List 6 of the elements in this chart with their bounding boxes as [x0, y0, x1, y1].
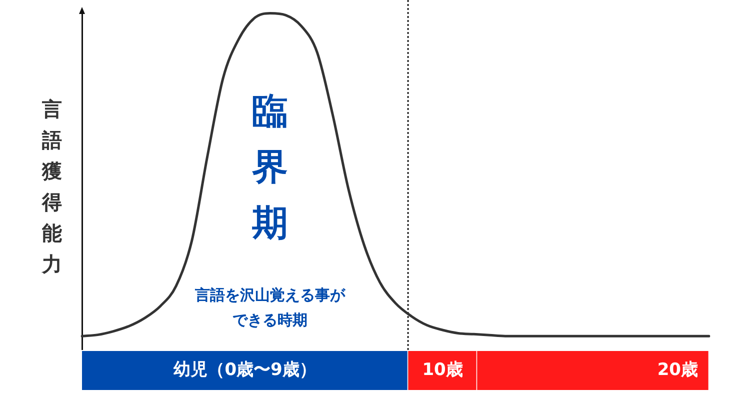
- annotation: 言語を沢山覚える事ができる時期: [194, 284, 346, 330]
- series-label: 幼児（0歳〜9歳）: [174, 360, 316, 380]
- annotation: 臨界期: [252, 90, 288, 246]
- series-label: 10歳: [422, 360, 463, 380]
- y-axis-title: 言語獲得能力: [42, 96, 62, 278]
- series-label: 20歳: [657, 360, 698, 380]
